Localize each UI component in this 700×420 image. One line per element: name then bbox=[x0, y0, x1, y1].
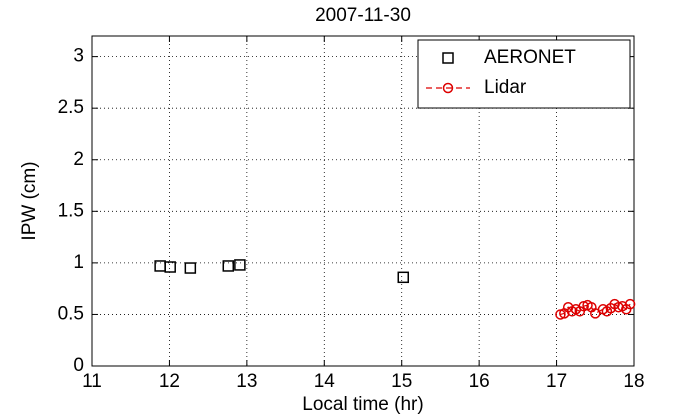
data-point bbox=[397, 271, 410, 284]
legend-label: AERONET bbox=[484, 47, 576, 68]
chart-title: 2007-11-30 bbox=[315, 5, 411, 26]
data-point bbox=[222, 260, 235, 272]
y-tick-label: 2 bbox=[73, 149, 84, 170]
x-tick-label: 13 bbox=[236, 371, 257, 392]
y-tick-label: 3 bbox=[73, 46, 84, 67]
legend-label: Lidar bbox=[484, 77, 527, 98]
x-tick-label: 14 bbox=[314, 371, 336, 392]
y-axis-label: IPW (cm) bbox=[19, 161, 40, 240]
y-tick-label: 2.5 bbox=[58, 97, 84, 118]
data-point bbox=[164, 261, 176, 273]
data-point bbox=[234, 259, 246, 271]
legend-box bbox=[417, 39, 631, 109]
x-tick-label: 18 bbox=[623, 371, 644, 392]
x-tick-label: 17 bbox=[546, 371, 567, 392]
legend-marker bbox=[442, 52, 454, 64]
y-tick-label: 1.5 bbox=[58, 200, 84, 221]
data-point bbox=[184, 262, 197, 274]
x-tick-label: 16 bbox=[469, 371, 490, 392]
y-tick-label: 1 bbox=[73, 252, 84, 273]
y-tick-label: 0 bbox=[73, 355, 84, 376]
series-line bbox=[560, 303, 631, 316]
x-tick-label: 12 bbox=[159, 371, 180, 392]
x-tick-label: 11 bbox=[82, 371, 102, 392]
data-point bbox=[624, 298, 636, 310]
y-tick-label: 0.5 bbox=[58, 303, 84, 324]
legend-marker bbox=[442, 82, 454, 94]
x-tick-label: 15 bbox=[391, 371, 412, 392]
x-axis-label: Local time (hr) bbox=[302, 394, 423, 415]
plot-frame bbox=[91, 35, 635, 367]
